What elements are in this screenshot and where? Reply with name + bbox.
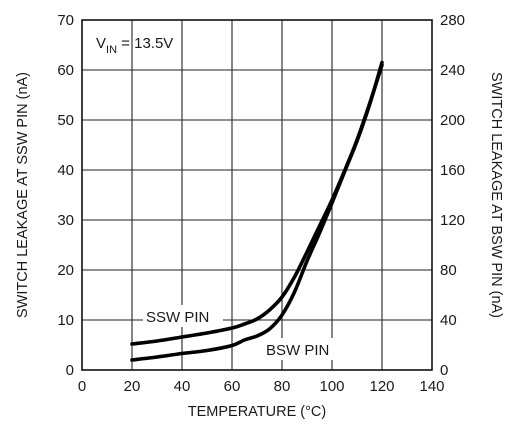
y-tick-label-right-200: 200	[440, 112, 465, 129]
y-axis-title-left: SWITCH LEAKAGE AT SSW PIN (nA)	[15, 72, 31, 318]
y-tick-label-right-0: 0	[440, 362, 448, 379]
curves	[130, 60, 384, 362]
plot-frame	[81, 19, 433, 371]
condition-annotation: VIN = 13.5V	[96, 35, 173, 56]
y-tick-label-left-70: 70	[57, 12, 74, 29]
y-tick-label-left-60: 60	[57, 62, 74, 79]
y-tick-label-right-120: 120	[440, 212, 465, 229]
x-tick-label-120: 120	[369, 378, 394, 395]
y-tick-label-right-40: 40	[440, 312, 457, 329]
ssw-label-bg	[143, 305, 223, 327]
x-tick-label-60: 60	[224, 378, 241, 395]
bsw-label-bg	[258, 338, 340, 360]
x-axis-title: TEMPERATURE (°C)	[188, 404, 326, 420]
series-line-bsw	[130, 60, 384, 362]
series-label-bsw: BSW PIN	[266, 342, 329, 359]
x-tick-label-0: 0	[78, 378, 86, 395]
tick-labels: 0 20 40 60 80 100 120 1400102030405060700408012…	[57, 12, 465, 395]
y-tick-label-left-20: 20	[57, 262, 74, 279]
y-tick-label-left-10: 10	[57, 312, 74, 329]
x-tick-label-80: 80	[274, 378, 291, 395]
y-tick-label-left-40: 40	[57, 162, 74, 179]
grid	[82, 20, 432, 370]
series-line-ssw	[130, 63, 384, 346]
series-label-ssw: SSW PIN	[146, 309, 209, 326]
y-tick-label-right-280: 280	[440, 12, 465, 29]
y-tick-label-right-240: 240	[440, 62, 465, 79]
y-axis-title-right: SWITCH LEAKAGE AT BSW PIN (nA)	[488, 72, 504, 318]
x-tick-label-20: 20	[124, 378, 141, 395]
y-tick-label-left-0: 0	[66, 362, 74, 379]
y-tick-label-right-80: 80	[440, 262, 457, 279]
x-tick-label-140: 140	[419, 378, 444, 395]
x-tick-label-100: 100	[319, 378, 344, 395]
y-tick-label-left-30: 30	[57, 212, 74, 229]
x-tick-label-40: 40	[174, 378, 191, 395]
y-tick-label-left-50: 50	[57, 112, 74, 129]
y-tick-label-right-160: 160	[440, 162, 465, 179]
